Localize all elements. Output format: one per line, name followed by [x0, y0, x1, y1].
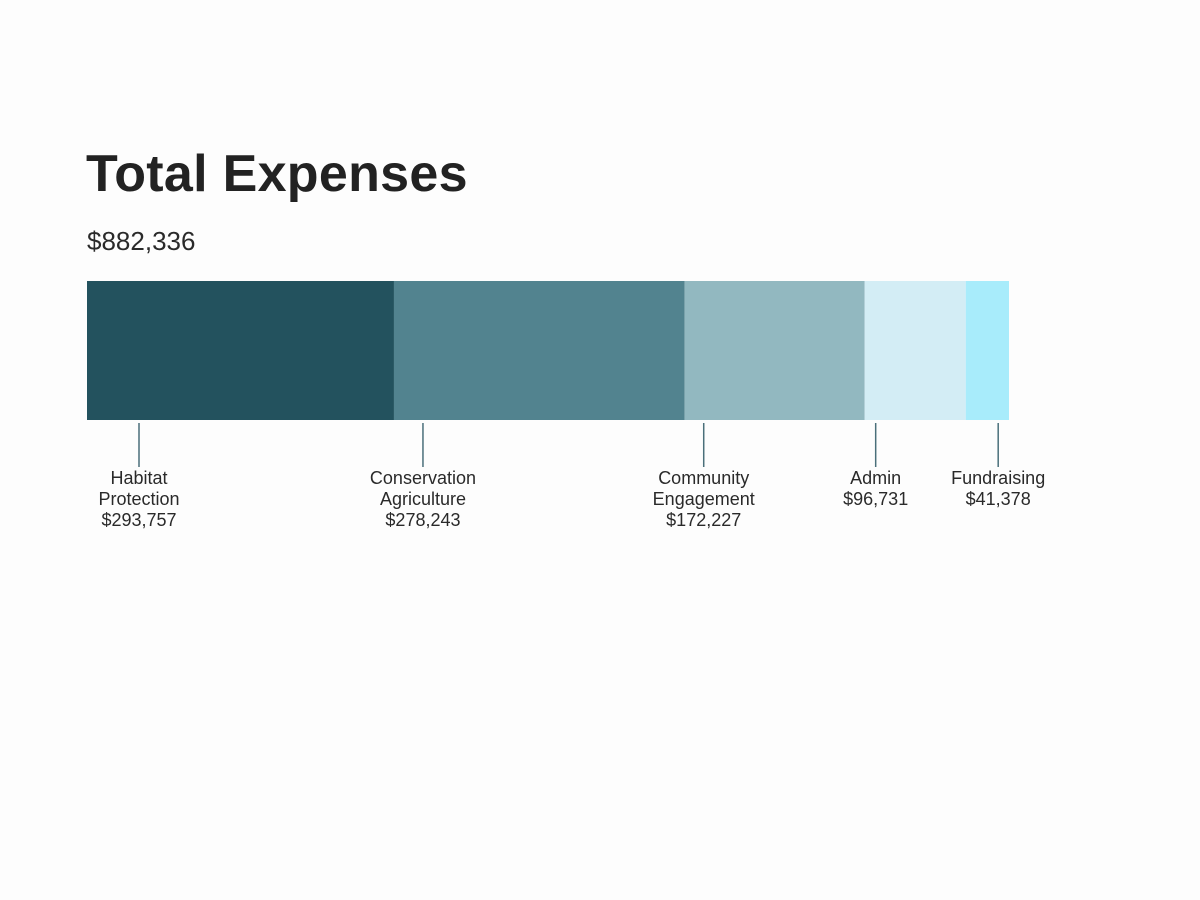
category-label-2: Community: [658, 468, 749, 488]
category-label-3: Admin: [850, 468, 901, 488]
value-label-4: $41,378: [966, 489, 1031, 509]
category-label-0: Protection: [98, 489, 179, 509]
category-label-1: Conservation: [370, 468, 476, 488]
bar-segment-3: [864, 281, 966, 420]
bar-segment-0: [87, 281, 394, 420]
value-label-3: $96,731: [843, 489, 908, 509]
bar-segment-2: [684, 281, 865, 420]
value-label-1: $278,243: [385, 510, 460, 530]
category-label-0: Habitat: [110, 468, 167, 488]
total-amount: $882,336: [87, 226, 196, 256]
bar-segment-4: [965, 281, 1009, 420]
value-label-0: $293,757: [101, 510, 176, 530]
category-label-2: Engagement: [653, 489, 755, 509]
category-label-1: Agriculture: [380, 489, 466, 509]
bar-segment-1: [393, 281, 685, 420]
chart-title: Total Expenses: [86, 145, 468, 203]
value-label-2: $172,227: [666, 510, 741, 530]
category-label-4: Fundraising: [951, 468, 1045, 488]
